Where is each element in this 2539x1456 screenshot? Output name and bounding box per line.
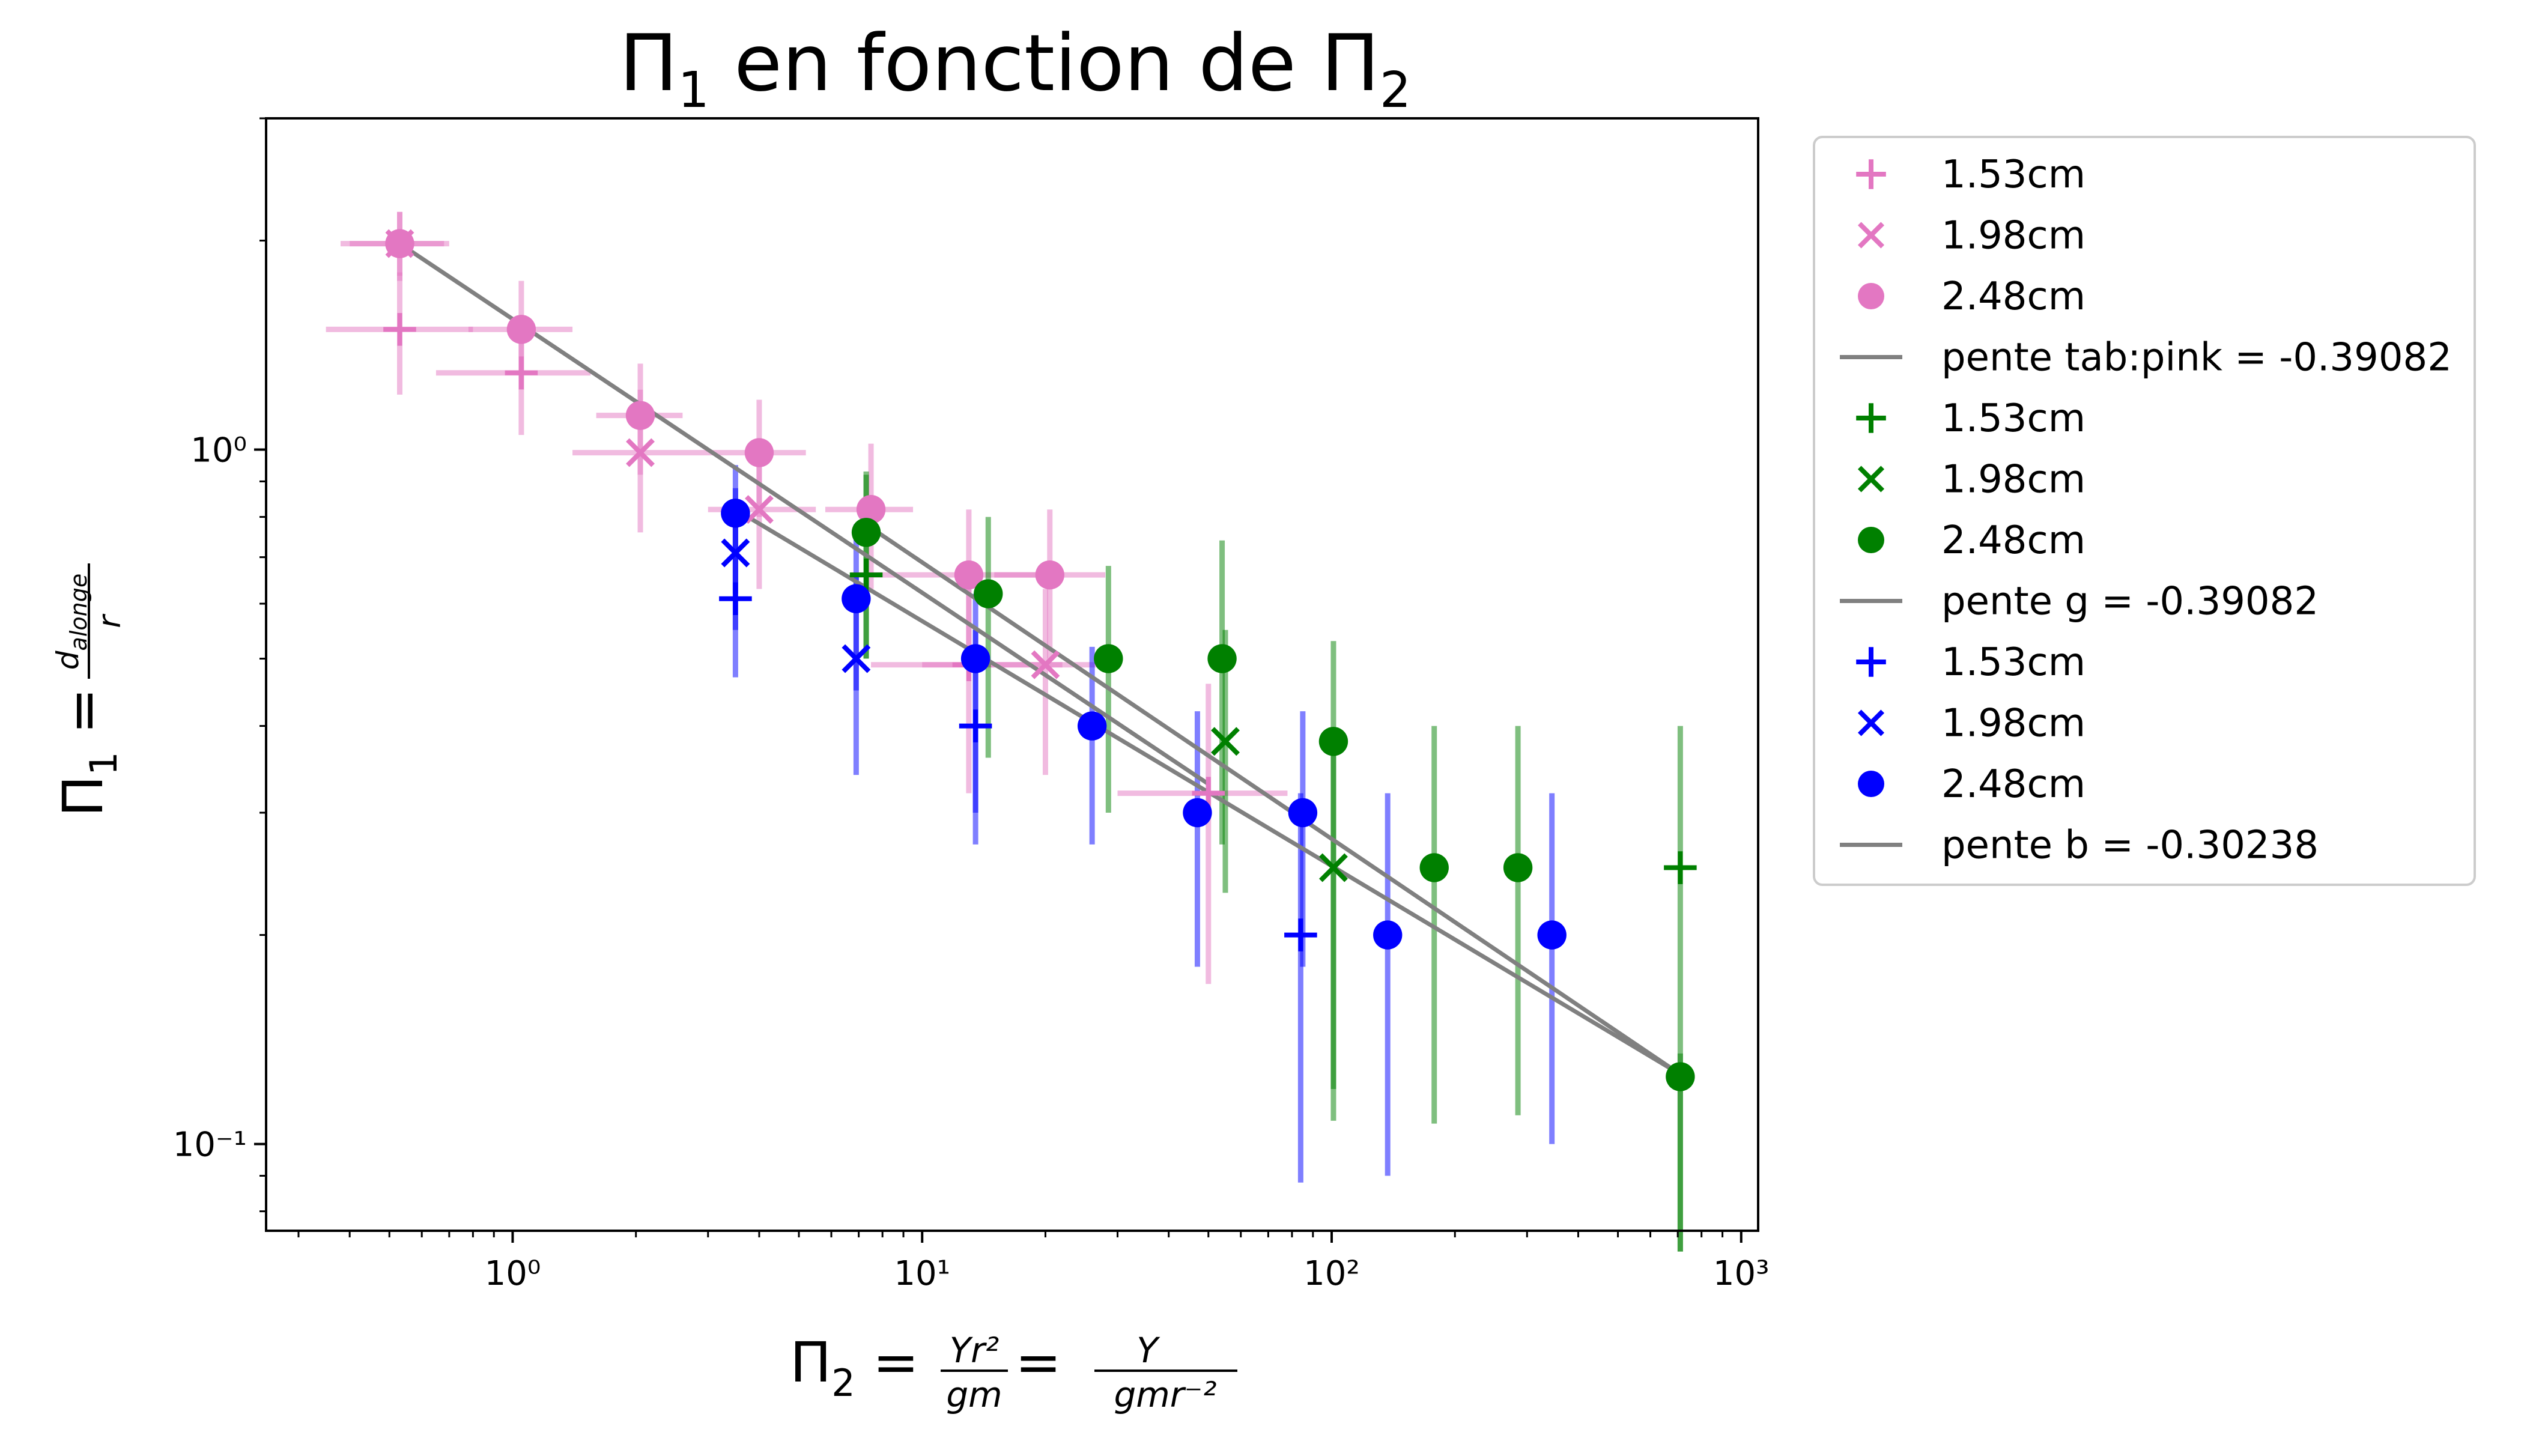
legend-marker-x (1857, 709, 1885, 736)
data-point-circle (1419, 853, 1449, 882)
legend-marker-plus (1856, 647, 1886, 677)
data-point-plus (1664, 851, 1697, 884)
svg-text:r: r (92, 613, 128, 628)
data-point-plus (505, 356, 538, 389)
axes-frame (265, 117, 1759, 1232)
legend-label: 1.53cm (1941, 640, 2085, 685)
x-tick-label: 10¹ (894, 1254, 950, 1293)
legend-label: 1.98cm (1941, 214, 2085, 258)
data-point-circle (842, 584, 871, 613)
legend-item: 1.98cm (1857, 458, 2085, 502)
data-point-circle (625, 401, 655, 430)
legend-label: 1.53cm (1941, 396, 2085, 441)
legend-item: 1.98cm (1857, 702, 2085, 746)
svg-text:gm: gm (946, 1374, 1002, 1415)
legend-item: pente b = -0.30238 (1840, 824, 2319, 868)
data-point-plus (1284, 918, 1317, 951)
data-point-circle (1094, 644, 1123, 673)
legend-item: 1.53cm (1856, 153, 2085, 197)
legend-marker-plus (1856, 159, 1886, 189)
data-point-circle (1035, 560, 1064, 590)
legend-marker-x (1857, 222, 1885, 249)
legend-item: 1.53cm (1856, 640, 2085, 685)
data-point-circle (721, 499, 750, 528)
data-point-circle (1318, 727, 1348, 756)
x-tick-label: 10³ (1713, 1254, 1770, 1293)
legend-marker-circle (1858, 771, 1884, 797)
legend-label: pente g = -0.39082 (1941, 580, 2319, 624)
svg-text:=: = (1015, 1330, 1061, 1395)
legend-label: 1.98cm (1941, 702, 2085, 746)
data-point-circle (1666, 1062, 1695, 1091)
data-point-circle (960, 644, 990, 673)
data-point-circle (1183, 798, 1212, 828)
svg-text:Y: Y (1136, 1330, 1160, 1371)
legend-item: pente g = -0.39082 (1840, 580, 2319, 624)
data-point-circle (385, 229, 414, 258)
plot-area (326, 211, 1697, 1252)
data-point-circle (954, 560, 984, 590)
data-point-x (842, 644, 871, 673)
data-point-circle (1373, 920, 1403, 950)
svg-text:Π2 =: Π2 = (790, 1330, 919, 1405)
data-point-x (744, 495, 774, 524)
data-point-circle (1503, 853, 1533, 882)
data-point-x (1319, 853, 1348, 882)
legend-label: 1.53cm (1941, 153, 2085, 197)
data-markers (383, 229, 1697, 1091)
data-point-plus (959, 709, 992, 742)
legend-label: 2.48cm (1941, 518, 2085, 563)
y-tick-label: 10⁰ (190, 431, 247, 470)
legend-frame (1813, 136, 2476, 886)
legend-label: 1.98cm (1941, 458, 2085, 502)
data-point-x (1211, 727, 1240, 756)
svg-text:Yr²: Yr² (950, 1330, 1000, 1371)
data-point-circle (856, 494, 886, 524)
fit-line-7 (865, 523, 1682, 1076)
legend-item: 2.48cm (1858, 762, 2085, 807)
legend: 1.53cm 1.98cm 2.48cm pente tab:pink = -0.39… (1813, 136, 2476, 886)
y-tick-label: 10⁻¹ (173, 1126, 247, 1165)
legend-item: 1.53cm (1856, 396, 2085, 441)
data-point-circle (1288, 798, 1318, 828)
legend-label: pente b = -0.30238 (1941, 824, 2319, 868)
data-point-circle (1207, 644, 1237, 673)
data-point-plus (383, 313, 416, 346)
data-point-circle (974, 579, 1003, 608)
data-point-circle (851, 518, 881, 547)
axis-ticks: 10⁰ 10¹ 10² 10³ 10⁻¹ 10⁰ (173, 117, 1770, 1293)
legend-item: 2.48cm (1858, 275, 2085, 319)
data-point-x (626, 438, 655, 467)
x-axis-label: Π2 = Yr² gm = Y gmr⁻² (790, 1330, 1237, 1415)
data-point-circle (1537, 920, 1567, 950)
x-tick-label: 10⁰ (485, 1254, 541, 1293)
data-point-circle (1077, 711, 1107, 741)
legend-item: pente tab:pink = -0.39082 (1840, 336, 2452, 380)
legend-marker-plus (1856, 403, 1886, 433)
data-point-circle (506, 315, 536, 344)
legend-label: pente tab:pink = -0.39082 (1941, 336, 2452, 380)
data-point-x (1031, 650, 1060, 679)
legend-marker-circle (1858, 527, 1884, 553)
data-point-circle (744, 438, 774, 467)
legend-marker-x (1857, 466, 1885, 493)
legend-label: 2.48cm (1941, 275, 2085, 319)
data-point-x (721, 538, 750, 568)
x-tick-label: 10² (1303, 1254, 1360, 1293)
legend-item: 1.98cm (1857, 214, 2085, 258)
legend-marker-circle (1858, 283, 1884, 309)
legend-item: 2.48cm (1858, 518, 2085, 563)
data-point-plus (849, 558, 883, 592)
svg-text:gmr⁻²: gmr⁻² (1114, 1374, 1216, 1415)
legend-label: 2.48cm (1941, 762, 2085, 807)
svg-text:dalonge: dalonge (50, 574, 92, 670)
chart-title: Π1 en fonction de Π2 (619, 17, 1411, 119)
data-point-plus (719, 582, 752, 615)
